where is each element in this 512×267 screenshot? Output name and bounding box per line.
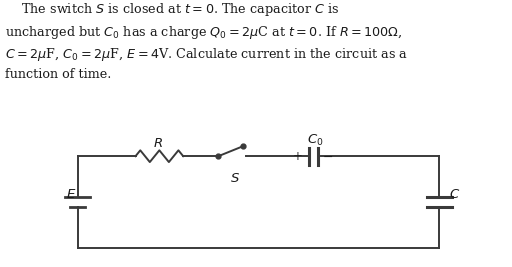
- Text: $-$: $-$: [322, 150, 333, 163]
- Text: $C$: $C$: [449, 189, 460, 201]
- Text: The switch $S$ is closed at $t = 0$. The capacitor $C$ is
uncharged but $C_0$ ha: The switch $S$ is closed at $t = 0$. The…: [5, 1, 408, 81]
- Text: $C_0$: $C_0$: [307, 133, 324, 148]
- Text: $R$: $R$: [153, 136, 163, 150]
- Text: +: +: [293, 150, 303, 163]
- Text: $S$: $S$: [230, 172, 240, 185]
- Text: $E$: $E$: [66, 189, 77, 201]
